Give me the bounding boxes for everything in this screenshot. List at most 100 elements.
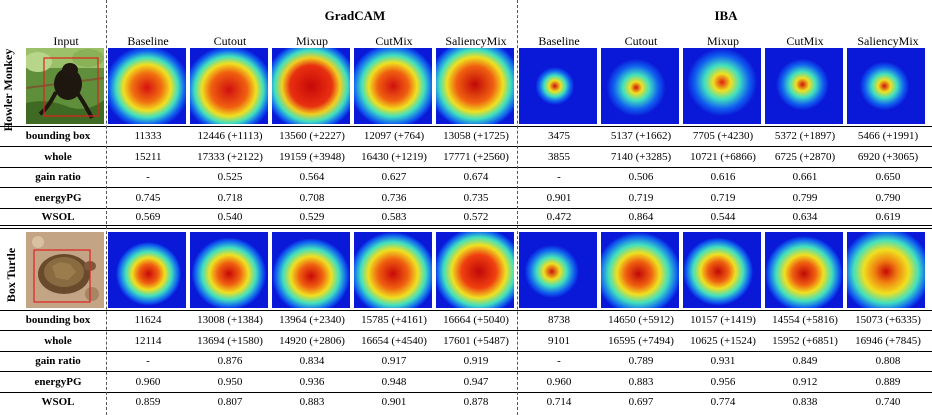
table-cell: 0.569 — [135, 211, 161, 223]
table-rule — [0, 330, 932, 331]
row-label-whole: whole — [44, 335, 72, 347]
table-cell: - — [557, 171, 561, 183]
table-cell: 0.799 — [792, 192, 818, 204]
table-cell: 0.960 — [135, 376, 161, 388]
table-cell: 17601 (+5487) — [443, 335, 509, 347]
section-divider — [0, 225, 932, 226]
table-cell: 0.736 — [381, 192, 407, 204]
heatmap-turtle-iba-baseline — [519, 232, 597, 308]
table-cell: 10625 (+1524) — [690, 335, 756, 347]
table-cell: 14920 (+2806) — [279, 335, 345, 347]
box-turtle-photo — [26, 232, 104, 308]
heatmap-turtle-iba-cutmix — [765, 232, 843, 308]
heatmap-turtle-iba-cutout — [601, 232, 679, 308]
table-rule — [0, 126, 932, 127]
table-cell: 0.661 — [792, 171, 818, 183]
table-cell: 0.948 — [381, 376, 407, 388]
section-label-howler-monkey: Howler Monkey — [1, 48, 15, 132]
column-header-gradcam-saliencymix: SaliencyMix — [445, 34, 507, 48]
row-label-bounding-box: bounding box — [25, 314, 91, 326]
table-rule — [0, 351, 932, 352]
heatmap-howler-gradcam-saliencymix — [436, 48, 514, 124]
table-rule — [0, 167, 932, 168]
table-cell: 5137 (+1662) — [610, 130, 672, 142]
table-cell: 0.506 — [628, 171, 654, 183]
table-cell: 0.650 — [875, 171, 901, 183]
table-cell: 0.789 — [628, 355, 654, 367]
table-cell: 5372 (+1897) — [774, 130, 836, 142]
column-header-gradcam-cutmix: CutMix — [375, 34, 413, 48]
table-cell: 0.876 — [217, 355, 243, 367]
table-cell: 0.774 — [710, 396, 736, 408]
table-cell: 12097 (+764) — [363, 130, 425, 142]
table-cell: - — [146, 355, 150, 367]
table-cell: 0.790 — [875, 192, 901, 204]
table-cell: 16654 (+4540) — [361, 335, 427, 347]
table-cell: 0.834 — [299, 355, 325, 367]
table-cell: 0.960 — [546, 376, 572, 388]
table-cell: 13694 (+1580) — [197, 335, 263, 347]
column-header-gradcam-cutout: Cutout — [213, 34, 247, 48]
group-title-gradcam: GradCAM — [324, 8, 386, 23]
table-cell: 12114 — [134, 335, 162, 347]
heatmap-howler-iba-cutout — [601, 48, 679, 124]
table-cell: 0.616 — [710, 171, 736, 183]
table-cell: 0.634 — [792, 211, 818, 223]
table-cell: 10157 (+1419) — [690, 314, 756, 326]
table-cell: 0.674 — [463, 171, 489, 183]
table-cell: 0.719 — [710, 192, 736, 204]
table-cell: 0.838 — [792, 396, 818, 408]
table-cell: 13560 (+2227) — [279, 130, 345, 142]
table-cell: 0.583 — [381, 211, 407, 223]
table-cell: 0.808 — [875, 355, 901, 367]
table-cell: 0.572 — [463, 211, 489, 223]
table-cell: 0.864 — [628, 211, 654, 223]
heatmap-howler-gradcam-mixup — [272, 48, 350, 124]
column-header-iba-saliencymix: SaliencyMix — [857, 34, 919, 48]
table-cell: 0.878 — [463, 396, 489, 408]
table-cell: 15073 (+6335) — [855, 314, 921, 326]
column-separator-methods — [517, 0, 518, 415]
column-header-gradcam-baseline: Baseline — [127, 34, 169, 48]
table-cell: 12446 (+1113) — [197, 130, 263, 142]
heatmap-howler-gradcam-cutout — [190, 48, 268, 124]
heatmap-howler-iba-baseline — [519, 48, 597, 124]
table-cell: 0.745 — [135, 192, 161, 204]
table-cell: 13008 (+1384) — [197, 314, 263, 326]
table-cell: 0.859 — [135, 396, 161, 408]
heatmap-turtle-gradcam-baseline — [108, 232, 186, 308]
table-cell: 17333 (+2122) — [197, 151, 263, 163]
table-cell: 0.912 — [792, 376, 818, 388]
heatmap-turtle-iba-mixup — [683, 232, 761, 308]
row-label-gain-ratio: gain ratio — [35, 171, 81, 183]
heatmap-turtle-gradcam-cutmix — [354, 232, 432, 308]
input-column-header: Input — [53, 34, 79, 48]
table-cell: 11333 — [134, 130, 162, 142]
row-label-bounding-box: bounding box — [25, 130, 91, 142]
table-cell: 0.883 — [299, 396, 325, 408]
table-cell: 15952 (+6851) — [772, 335, 838, 347]
table-rule — [0, 371, 932, 372]
table-rule — [0, 146, 932, 147]
table-cell: 0.936 — [299, 376, 325, 388]
table-cell: 14554 (+5816) — [772, 314, 838, 326]
table-cell: 16595 (+7494) — [608, 335, 674, 347]
table-cell: 15211 — [134, 151, 162, 163]
table-cell: 0.718 — [217, 192, 243, 204]
column-header-iba-baseline: Baseline — [538, 34, 580, 48]
table-cell: - — [557, 355, 561, 367]
heatmap-turtle-iba-saliencymix — [847, 232, 925, 308]
table-cell: 0.901 — [546, 192, 572, 204]
heatmap-howler-gradcam-baseline — [108, 48, 186, 124]
row-label-wsol: WSOL — [41, 211, 75, 223]
table-cell: 0.708 — [299, 192, 325, 204]
table-cell: 7140 (+3285) — [610, 151, 672, 163]
table-cell: 0.931 — [710, 355, 736, 367]
column-separator-input — [106, 0, 107, 415]
table-cell: 0.807 — [217, 396, 243, 408]
table-cell: 0.901 — [381, 396, 407, 408]
table-cell: 0.540 — [217, 211, 243, 223]
table-cell: 0.714 — [546, 396, 572, 408]
table-cell: 10721 (+6866) — [690, 151, 756, 163]
table-rule — [0, 310, 932, 311]
